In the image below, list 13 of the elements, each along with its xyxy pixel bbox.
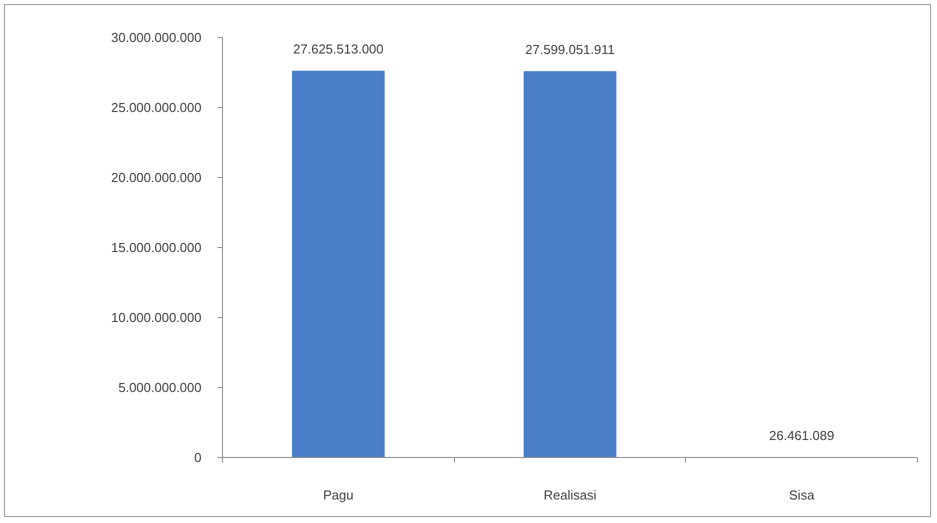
x-tick-label: Sisa: [789, 488, 816, 502]
y-tick-label: 30.000.000.000: [111, 30, 202, 45]
x-tick-label: Pagu: [323, 488, 354, 502]
y-tick-label: 10.000.000.000: [111, 310, 202, 325]
y-tick-label: 5.000.000.000: [118, 380, 202, 395]
data-label: 27.599.051.911: [525, 42, 615, 58]
x-tick-label: Realisasi: [544, 488, 596, 502]
y-tick-label: 25.000.000.000: [111, 100, 202, 115]
data-label: 27.625.513.000: [293, 42, 384, 57]
y-tick-label: 15.000.000.000: [111, 240, 202, 255]
data-label: 26.461.089: [769, 428, 834, 444]
y-tick-label: 20.000.000.000: [111, 170, 202, 185]
y-tick-label: 0: [194, 450, 202, 465]
